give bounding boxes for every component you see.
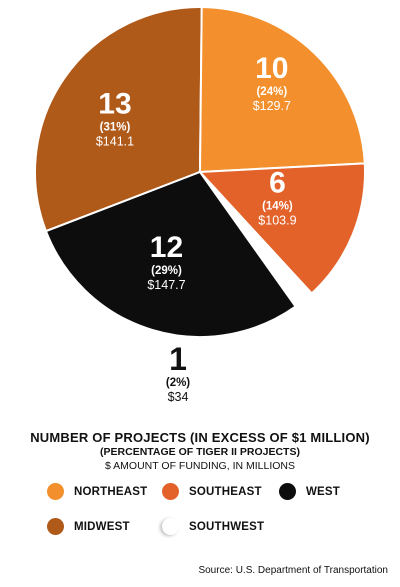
legend: NORTHEAST SOUTHEAST WEST MIDWEST SOUTHWE… <box>0 478 400 548</box>
legend-label-midwest: MIDWEST <box>74 520 130 533</box>
pie-slice-northeast <box>198 5 366 174</box>
west-count-label: 12 <box>150 231 183 264</box>
legend-label-southwest: SOUTHWEST <box>189 520 265 533</box>
legend-item-midwest: MIDWEST <box>47 518 130 535</box>
legend-swatch-southeast <box>162 483 179 500</box>
legend-item-west: WEST <box>279 483 340 500</box>
southeast-count-label: 6 <box>269 166 286 199</box>
legend-item-southwest: SOUTHWEST <box>162 518 264 535</box>
pie-chart: 13(31%)$141.1 10(24%)$129.7 6(14%)$103.9 12… <box>34 5 366 338</box>
southwest-amount-label: $34 <box>167 390 189 404</box>
northeast-amount-label: $129.7 <box>253 99 291 113</box>
legend-label-southeast: SOUTHEAST <box>189 485 262 498</box>
northeast-percent-label: (24%) <box>256 86 287 98</box>
chart-title: NUMBER OF PROJECTS (IN EXCESS OF $1 MILL… <box>30 430 370 445</box>
legend-item-northeast: NORTHEAST <box>47 483 147 500</box>
pie-chart-area: 13 (31%) $141.1 10 (24%) $129.7 6 (14%) $103.9 12… <box>34 5 366 338</box>
legend-swatch-northeast <box>47 483 64 500</box>
southeast-percent-label: (14%) <box>262 200 293 212</box>
legend-label-northeast: NORTHEAST <box>74 485 148 498</box>
midwest-amount-label: $141.1 <box>96 134 134 148</box>
pie-slice-west <box>44 170 297 338</box>
legend-label-west: WEST <box>306 485 341 498</box>
midwest-count-label: 13 <box>98 87 131 120</box>
southwest-count-label: 1 <box>169 341 187 377</box>
northeast-count-label: 10 <box>255 52 288 85</box>
legend-swatch-west <box>279 483 296 500</box>
chart-caption: NUMBER OF PROJECTS (IN EXCESS OF $1 MILL… <box>8 430 392 473</box>
legend-swatch-southwest <box>162 518 179 535</box>
midwest-percent-label: (31%) <box>100 121 131 133</box>
legend-item-southeast: SOUTHEAST <box>162 483 262 500</box>
southwest-label-group: 1 (2%) $34 <box>152 342 204 405</box>
pie-slice-midwest <box>34 6 203 233</box>
pie-slice-southeast <box>197 162 366 295</box>
west-percent-label: (29%) <box>151 265 182 277</box>
west-amount-label: $147.7 <box>147 278 185 292</box>
southwest-percent-label: (2%) <box>165 377 191 389</box>
legend-swatch-midwest <box>47 518 64 535</box>
chart-subtitle-funding: $ AMOUNT OF FUNDING, IN MILLIONS <box>105 460 295 472</box>
source-note: Source: U.S. Department of Transportatio… <box>198 565 388 576</box>
chart-subtitle: (PERCENTAGE OF TIGER II PROJECTS) <box>100 446 300 458</box>
southeast-amount-label: $103.9 <box>258 213 296 227</box>
